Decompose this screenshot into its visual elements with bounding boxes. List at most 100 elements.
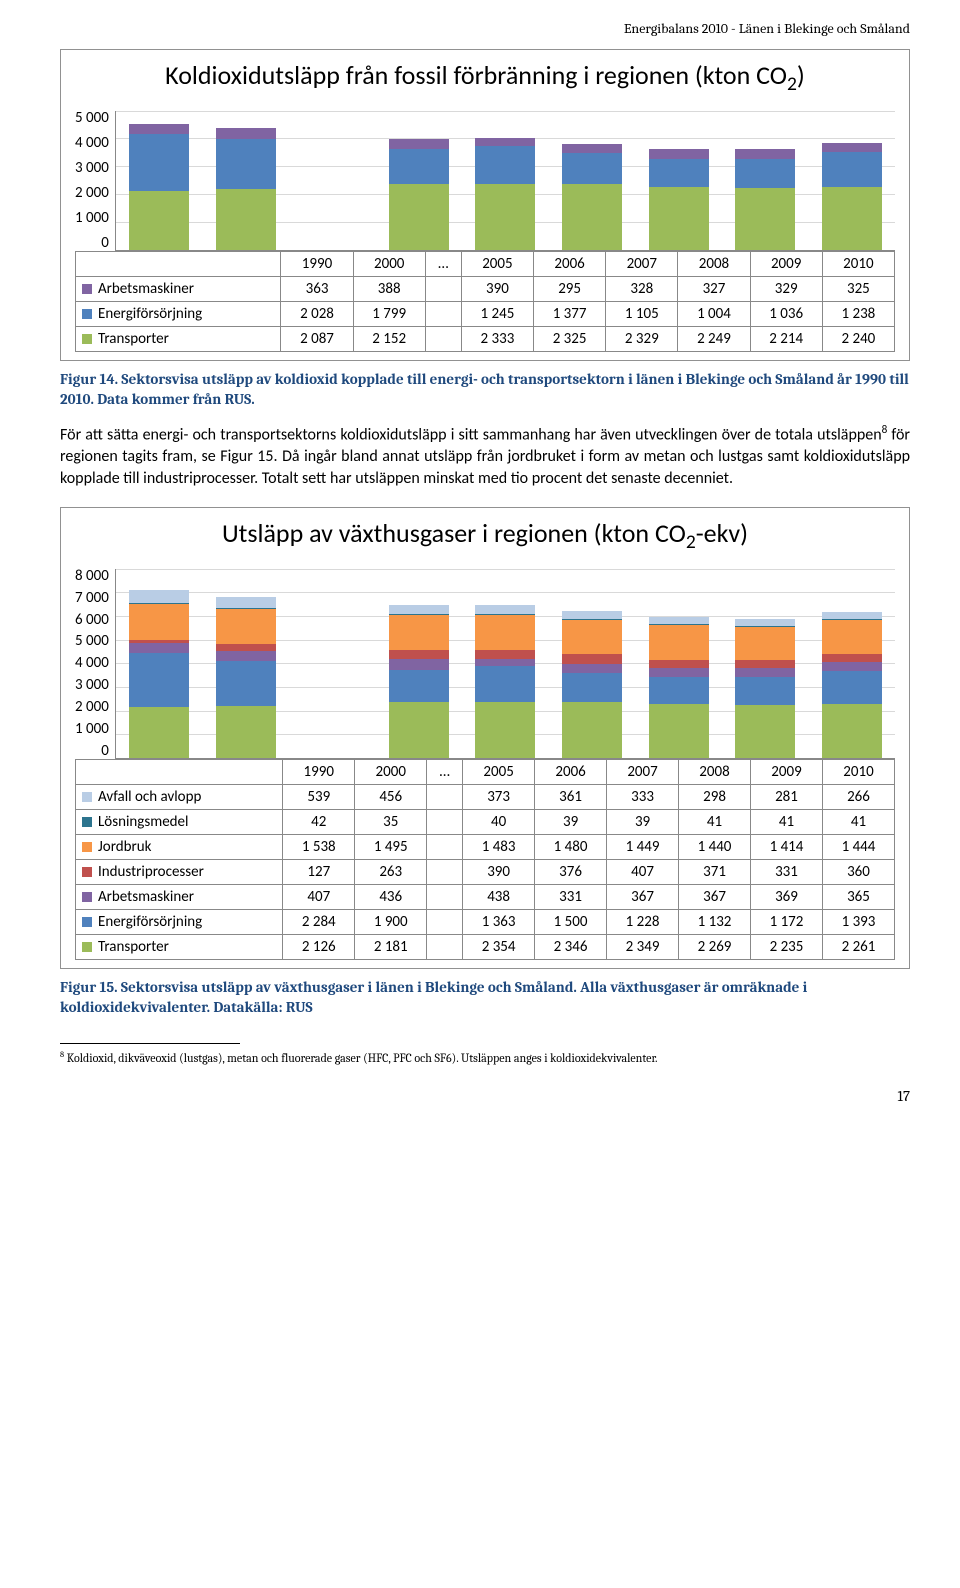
bar-segment [129, 124, 189, 134]
bar-column [635, 617, 722, 757]
data-cell: 2 214 [750, 326, 822, 351]
data-cell: 2 152 [353, 326, 425, 351]
bar-segment [389, 659, 449, 669]
data-cell: 456 [355, 784, 427, 809]
data-cell: 39 [607, 809, 679, 834]
ytick-label: 1 000 [75, 211, 109, 226]
data-cell: 2 261 [822, 934, 894, 959]
legend-swatch [82, 917, 92, 927]
data-cell: 35 [355, 809, 427, 834]
category-header: 2010 [822, 251, 894, 276]
bar-segment [649, 149, 709, 158]
ytick-label: 6 000 [75, 613, 109, 628]
bar-segment [389, 670, 449, 702]
data-cell: 328 [606, 276, 678, 301]
bar-segment [822, 704, 882, 758]
chart2-yaxis: 8 0007 0006 0005 0004 0003 0002 0001 000… [75, 569, 115, 759]
bar-segment [822, 143, 882, 152]
data-cell: 298 [679, 784, 751, 809]
data-cell: 376 [535, 859, 607, 884]
bar-column [116, 124, 203, 249]
category-header: 2005 [463, 759, 535, 784]
data-cell: 42 [283, 809, 355, 834]
bar-column [462, 605, 549, 758]
data-cell: 40 [463, 809, 535, 834]
bar-segment [216, 597, 276, 608]
bar-segment [475, 184, 535, 249]
bar-segment [649, 625, 709, 659]
category-header: 2010 [822, 759, 894, 784]
bar-segment [822, 187, 882, 250]
bar-segment [129, 191, 189, 249]
bar-segment [389, 605, 449, 614]
bar-segment [475, 615, 535, 650]
data-cell: 127 [283, 859, 355, 884]
footnote-separator [60, 1043, 240, 1044]
bar-segment [562, 153, 622, 184]
data-cell: 373 [463, 784, 535, 809]
bar-segment [649, 187, 709, 250]
bar-column [808, 143, 895, 249]
bar-segment [562, 611, 622, 619]
bar-segment [649, 677, 709, 704]
bar-column [202, 597, 289, 758]
bar-segment [562, 654, 622, 664]
legend-swatch [82, 867, 92, 877]
category-header: 2005 [461, 251, 533, 276]
data-cell: 1 228 [607, 909, 679, 934]
ytick-label: 5 000 [75, 634, 109, 649]
data-cell: 539 [283, 784, 355, 809]
bar-segment [475, 605, 535, 614]
bar-segment [129, 653, 189, 707]
data-cell: 1 480 [535, 834, 607, 859]
bar-segment [475, 138, 535, 146]
category-header: 1990 [281, 251, 353, 276]
chart1-plot [115, 111, 895, 251]
data-cell: 2 240 [822, 326, 894, 351]
legend-swatch [82, 309, 92, 319]
category-header: 2006 [535, 759, 607, 784]
data-cell: 2 235 [751, 934, 823, 959]
data-cell: 333 [607, 784, 679, 809]
bar-column [635, 149, 722, 249]
bar-segment [735, 159, 795, 188]
chart2-data-table: 19902000…200520062007200820092010Avfall … [75, 759, 895, 960]
bar-column [722, 619, 809, 758]
bar-segment [389, 149, 449, 184]
bar-segment [129, 707, 189, 757]
series-label-cell: Industriprocesser [76, 859, 283, 884]
bar-segment [822, 662, 882, 671]
footnote-8: 8 Koldioxid, dikväveoxid (lustgas), meta… [60, 1050, 910, 1067]
data-cell: 331 [751, 859, 823, 884]
series-label-cell: Lösningsmedel [76, 809, 283, 834]
bar-segment [475, 650, 535, 659]
data-cell: 1 900 [355, 909, 427, 934]
ytick-label: 0 [75, 236, 109, 251]
data-cell: 2 325 [534, 326, 606, 351]
chart2-container: Utsläpp av växthusgaser i regionen (kton… [60, 507, 910, 969]
bar-segment [822, 620, 882, 654]
legend-swatch [82, 817, 92, 827]
bar-column [462, 138, 549, 250]
chart1-body: 5 0004 0003 0002 0001 0000 [75, 111, 895, 251]
data-cell: 1 105 [606, 301, 678, 326]
bar-segment [216, 661, 276, 706]
bar-segment [389, 615, 449, 650]
data-cell: 1 440 [679, 834, 751, 859]
bar-segment [562, 664, 622, 673]
data-cell [427, 909, 463, 934]
bar-segment [562, 184, 622, 249]
legend-swatch [82, 892, 92, 902]
ytick-label: 4 000 [75, 136, 109, 151]
data-cell: 281 [751, 784, 823, 809]
data-cell [427, 884, 463, 909]
bar-segment [216, 139, 276, 189]
bar-column [116, 590, 203, 758]
bar-column [376, 139, 463, 250]
chart2-title: Utsläpp av växthusgaser i regionen (kton… [75, 518, 895, 555]
data-cell: 1 538 [283, 834, 355, 859]
data-cell: 369 [751, 884, 823, 909]
bar-segment [216, 609, 276, 645]
data-cell: 2 269 [679, 934, 751, 959]
data-cell: 2 181 [355, 934, 427, 959]
